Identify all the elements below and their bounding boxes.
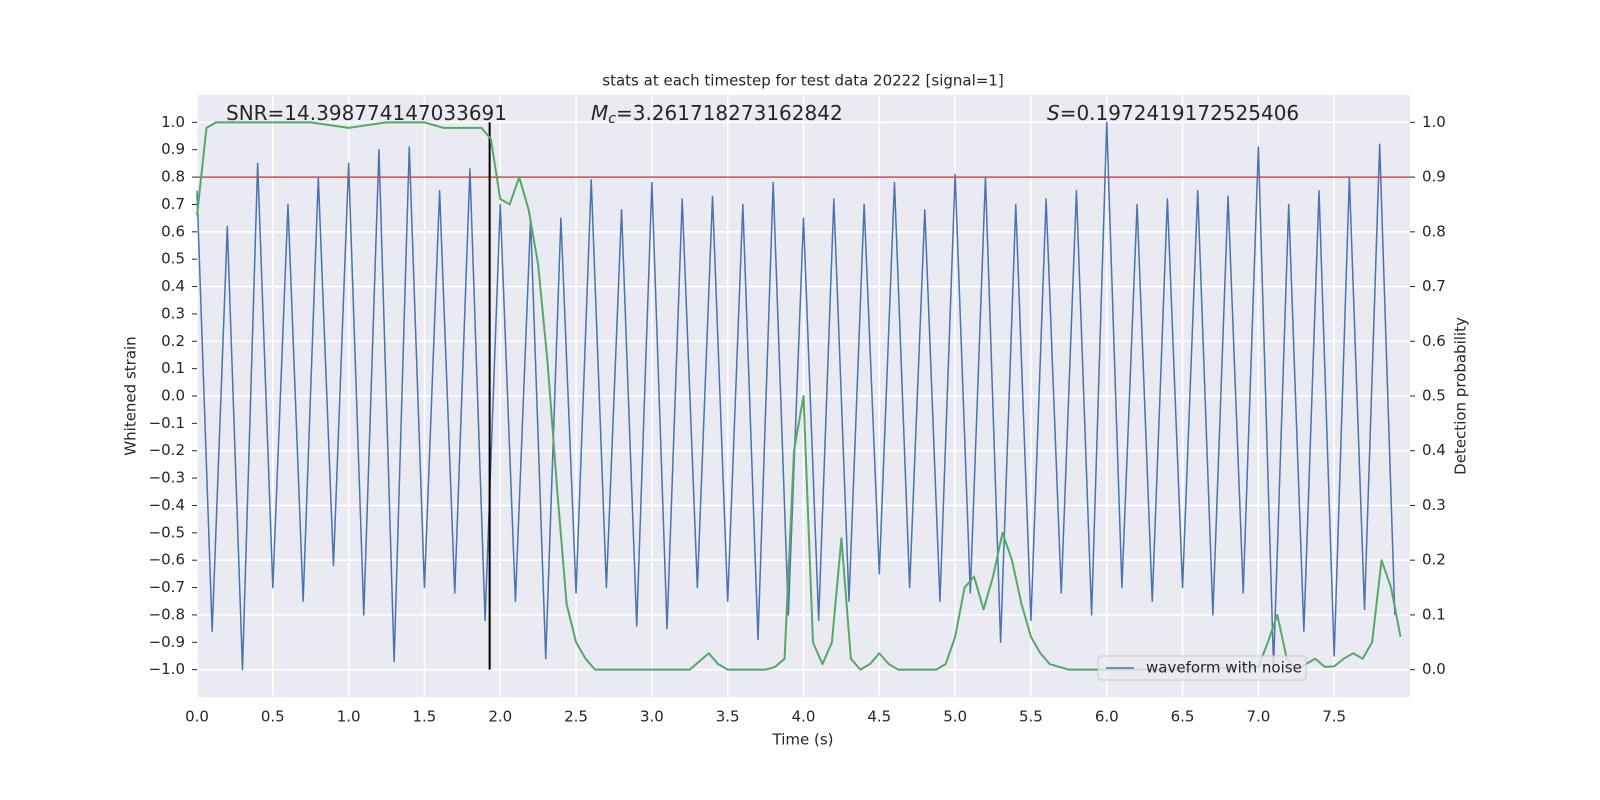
y2-tick-label: 0.7 — [1422, 277, 1446, 295]
x-axis-label: Time (s) — [772, 731, 834, 749]
y2-tick-label: 1.0 — [1422, 113, 1446, 131]
annotation: Mc=3.261718273162842 — [591, 101, 843, 128]
x-tick-label: 6.5 — [1171, 708, 1195, 726]
annotation-text: SNR=14.398774147033691 — [226, 101, 507, 125]
annotation-text: =0.1972419172525406 — [1060, 101, 1299, 125]
y2-tick-label: 0.2 — [1422, 551, 1446, 569]
y-tick-label: 0.8 — [161, 168, 185, 186]
annotation-symbol: S — [1047, 101, 1060, 125]
y-tick-label: −0.6 — [149, 551, 185, 569]
y2-tick-label: 0.1 — [1422, 605, 1446, 623]
y-tick-label: 0.5 — [161, 250, 185, 268]
y-tick-label: 1.0 — [161, 113, 185, 131]
legend-label: waveform with noise — [1146, 659, 1302, 677]
x-tick-label: 5.0 — [943, 708, 967, 726]
legend: waveform with noise — [1097, 655, 1307, 681]
x-tick-label: 4.0 — [792, 708, 816, 726]
y-tick-label: 0.9 — [161, 140, 185, 158]
annotation-subscript: c — [608, 111, 616, 127]
y-tick-label: 0.7 — [161, 195, 185, 213]
x-tick-label: 0.0 — [185, 708, 209, 726]
x-tick-label: 5.5 — [1019, 708, 1043, 726]
y2-tick-label: 0.9 — [1422, 168, 1446, 186]
y-tick-label: −0.1 — [149, 414, 185, 432]
x-tick-label: 1.5 — [413, 708, 437, 726]
y-tick-label: 0.6 — [161, 222, 185, 240]
y-tick-label: −0.7 — [149, 578, 185, 596]
y-tick-label: −0.9 — [149, 633, 185, 651]
y-axis-label: Whitened strain — [122, 336, 140, 455]
x-tick-label: 1.0 — [337, 708, 361, 726]
y-tick-label: 0.1 — [161, 359, 185, 377]
y2-tick-label: 0.6 — [1422, 332, 1446, 350]
x-tick-label: 2.0 — [488, 708, 512, 726]
annotation-text: =3.261718273162842 — [616, 101, 843, 125]
y-tick-label: −0.8 — [149, 605, 185, 623]
chart-title: stats at each timestep for test data 202… — [602, 72, 1003, 90]
annotation: SNR=14.398774147033691 — [226, 101, 507, 125]
annotation: S=0.1972419172525406 — [1047, 101, 1299, 125]
y-tick-label: 0.4 — [161, 277, 185, 295]
series-line — [196, 121, 1396, 671]
y2-tick-label: 0.0 — [1422, 660, 1446, 678]
x-tick-label: 7.5 — [1322, 708, 1346, 726]
y-tick-label: 0.0 — [161, 387, 185, 405]
x-tick-label: 0.5 — [261, 708, 285, 726]
y2-tick-label: 0.8 — [1422, 222, 1446, 240]
x-tick-label: 6.0 — [1095, 708, 1119, 726]
y-tick-label: −0.2 — [149, 441, 185, 459]
x-tick-label: 3.5 — [716, 708, 740, 726]
y-tick-label: 0.3 — [161, 304, 185, 322]
x-tick-label: 4.5 — [867, 708, 891, 726]
annotation-symbol: M — [591, 101, 608, 125]
series-line — [196, 121, 1402, 671]
y-tick-label: −0.3 — [149, 469, 185, 487]
legend-box — [1097, 655, 1307, 681]
y2-axis-label: Detection probability — [1452, 317, 1470, 475]
y-tick-label: −0.5 — [149, 523, 185, 541]
y-tick-label: 0.2 — [161, 332, 185, 350]
y2-tick-label: 0.3 — [1422, 496, 1446, 514]
x-tick-label: 3.0 — [640, 708, 664, 726]
x-tick-label: 2.5 — [564, 708, 588, 726]
y-tick-label: −1.0 — [149, 660, 185, 678]
y2-tick-label: 0.5 — [1422, 387, 1446, 405]
x-tick-label: 7.0 — [1246, 708, 1270, 726]
y-tick-label: −0.4 — [149, 496, 185, 514]
y2-tick-label: 0.4 — [1422, 441, 1446, 459]
